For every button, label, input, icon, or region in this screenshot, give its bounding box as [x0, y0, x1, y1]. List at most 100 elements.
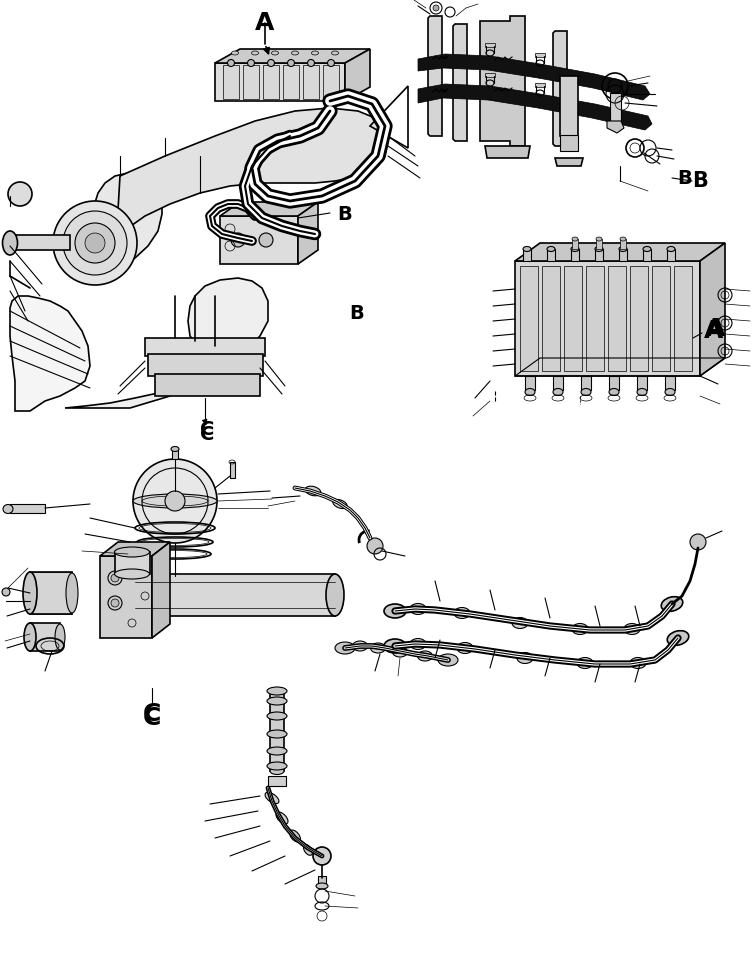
Ellipse shape	[133, 494, 217, 508]
Bar	[515, 261, 700, 376]
Bar	[596, 239, 602, 249]
Bar	[620, 239, 626, 249]
Bar	[525, 376, 535, 390]
Polygon shape	[152, 542, 170, 638]
Ellipse shape	[66, 573, 78, 613]
Bar	[560, 135, 578, 151]
Ellipse shape	[418, 651, 433, 661]
Ellipse shape	[457, 642, 473, 654]
Text: C: C	[200, 424, 214, 444]
Circle shape	[2, 588, 10, 596]
Ellipse shape	[267, 747, 287, 755]
Ellipse shape	[267, 730, 287, 738]
Text: C: C	[143, 702, 161, 726]
Ellipse shape	[128, 574, 142, 616]
Ellipse shape	[2, 231, 17, 255]
Bar	[135, 574, 335, 616]
Bar	[145, 338, 265, 356]
Bar	[268, 776, 286, 786]
Polygon shape	[418, 54, 650, 100]
Ellipse shape	[577, 658, 593, 668]
Bar	[547, 249, 555, 261]
Bar	[10, 504, 45, 513]
Ellipse shape	[620, 237, 626, 241]
Ellipse shape	[596, 237, 602, 241]
Ellipse shape	[637, 388, 647, 396]
Circle shape	[327, 59, 335, 67]
Ellipse shape	[55, 624, 65, 650]
Circle shape	[8, 182, 32, 206]
Ellipse shape	[305, 487, 320, 496]
Bar	[542, 266, 560, 371]
Ellipse shape	[270, 768, 284, 774]
Polygon shape	[100, 542, 170, 556]
Ellipse shape	[265, 793, 279, 804]
Ellipse shape	[665, 388, 675, 396]
Circle shape	[231, 233, 245, 247]
Polygon shape	[553, 31, 567, 146]
Ellipse shape	[311, 51, 318, 55]
Ellipse shape	[581, 388, 591, 396]
Bar	[586, 266, 604, 371]
Ellipse shape	[276, 812, 288, 824]
Bar	[667, 249, 675, 261]
Ellipse shape	[252, 51, 259, 55]
Polygon shape	[485, 146, 530, 158]
Ellipse shape	[267, 687, 287, 695]
Bar	[220, 216, 298, 264]
Bar	[595, 249, 603, 261]
Circle shape	[690, 534, 706, 550]
Ellipse shape	[609, 388, 619, 396]
Polygon shape	[215, 49, 370, 63]
Circle shape	[75, 223, 115, 263]
Bar	[10, 235, 70, 250]
Ellipse shape	[335, 642, 355, 654]
Bar	[323, 65, 339, 99]
Bar	[485, 73, 495, 77]
Ellipse shape	[643, 247, 651, 251]
Polygon shape	[220, 202, 318, 216]
Ellipse shape	[667, 631, 688, 645]
Bar	[535, 83, 545, 87]
Text: C: C	[143, 706, 161, 730]
Text: B: B	[692, 171, 708, 191]
Ellipse shape	[571, 247, 579, 251]
Polygon shape	[607, 121, 624, 133]
Bar	[535, 53, 545, 57]
Bar	[619, 249, 627, 261]
Bar	[263, 65, 279, 99]
Bar	[652, 266, 670, 371]
Bar	[581, 376, 591, 390]
Bar	[318, 876, 326, 884]
Ellipse shape	[267, 712, 287, 720]
Text: A: A	[706, 317, 725, 341]
Circle shape	[433, 5, 439, 11]
Bar	[520, 266, 538, 371]
Text: A: A	[256, 11, 274, 35]
Ellipse shape	[523, 247, 531, 251]
Ellipse shape	[595, 247, 603, 251]
Ellipse shape	[525, 388, 535, 396]
Bar	[560, 76, 578, 136]
Polygon shape	[345, 49, 370, 101]
Polygon shape	[428, 16, 442, 136]
Ellipse shape	[454, 607, 470, 619]
Polygon shape	[700, 243, 725, 376]
Bar	[630, 266, 648, 371]
Text: B: B	[338, 205, 352, 224]
Circle shape	[268, 59, 274, 67]
Ellipse shape	[115, 547, 149, 557]
Circle shape	[247, 59, 255, 67]
Ellipse shape	[231, 51, 238, 55]
Ellipse shape	[304, 845, 312, 856]
Bar	[148, 354, 263, 376]
Ellipse shape	[3, 505, 13, 513]
Circle shape	[313, 847, 331, 865]
Circle shape	[85, 233, 105, 253]
Circle shape	[53, 201, 137, 285]
Ellipse shape	[384, 604, 406, 618]
Text: B: B	[350, 303, 364, 322]
Polygon shape	[418, 84, 652, 130]
Bar	[485, 43, 495, 47]
Bar	[215, 63, 345, 101]
